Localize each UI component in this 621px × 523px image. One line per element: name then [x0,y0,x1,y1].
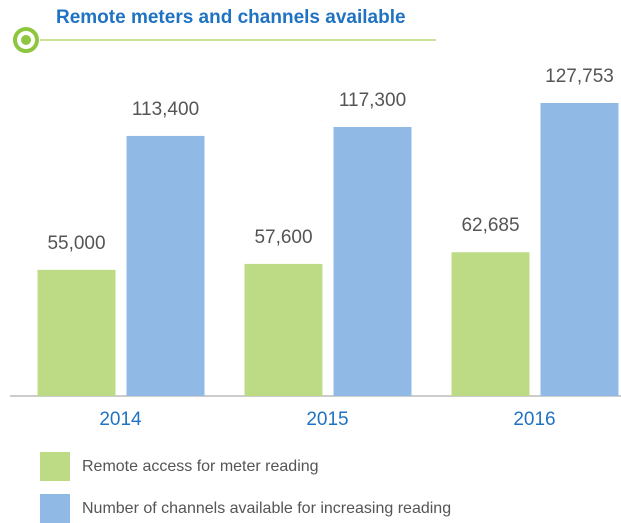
data-label: 62,685 [461,215,519,236]
data-label: 113,400 [132,99,199,120]
legend-label: Number of channels available for increas… [82,500,451,517]
chart-title: Remote meters and channels available [56,7,406,28]
x-tick-label: 2016 [513,409,555,430]
data-label: 57,600 [254,227,312,248]
legend-swatch [40,494,70,523]
bar [126,135,205,396]
bar [540,103,619,396]
data-label: 55,000 [47,233,105,254]
x-tick-label: 2014 [99,409,142,430]
title-icon-dot [21,35,31,45]
data-label: 127,753 [545,66,614,87]
legend-swatch [40,452,70,481]
bar [451,252,530,396]
bar [333,126,412,397]
legend-label: Remote access for meter reading [82,458,319,475]
x-tick-label: 2015 [306,409,348,430]
data-label: 117,300 [339,90,406,111]
bar [37,269,116,396]
bar [244,263,323,396]
